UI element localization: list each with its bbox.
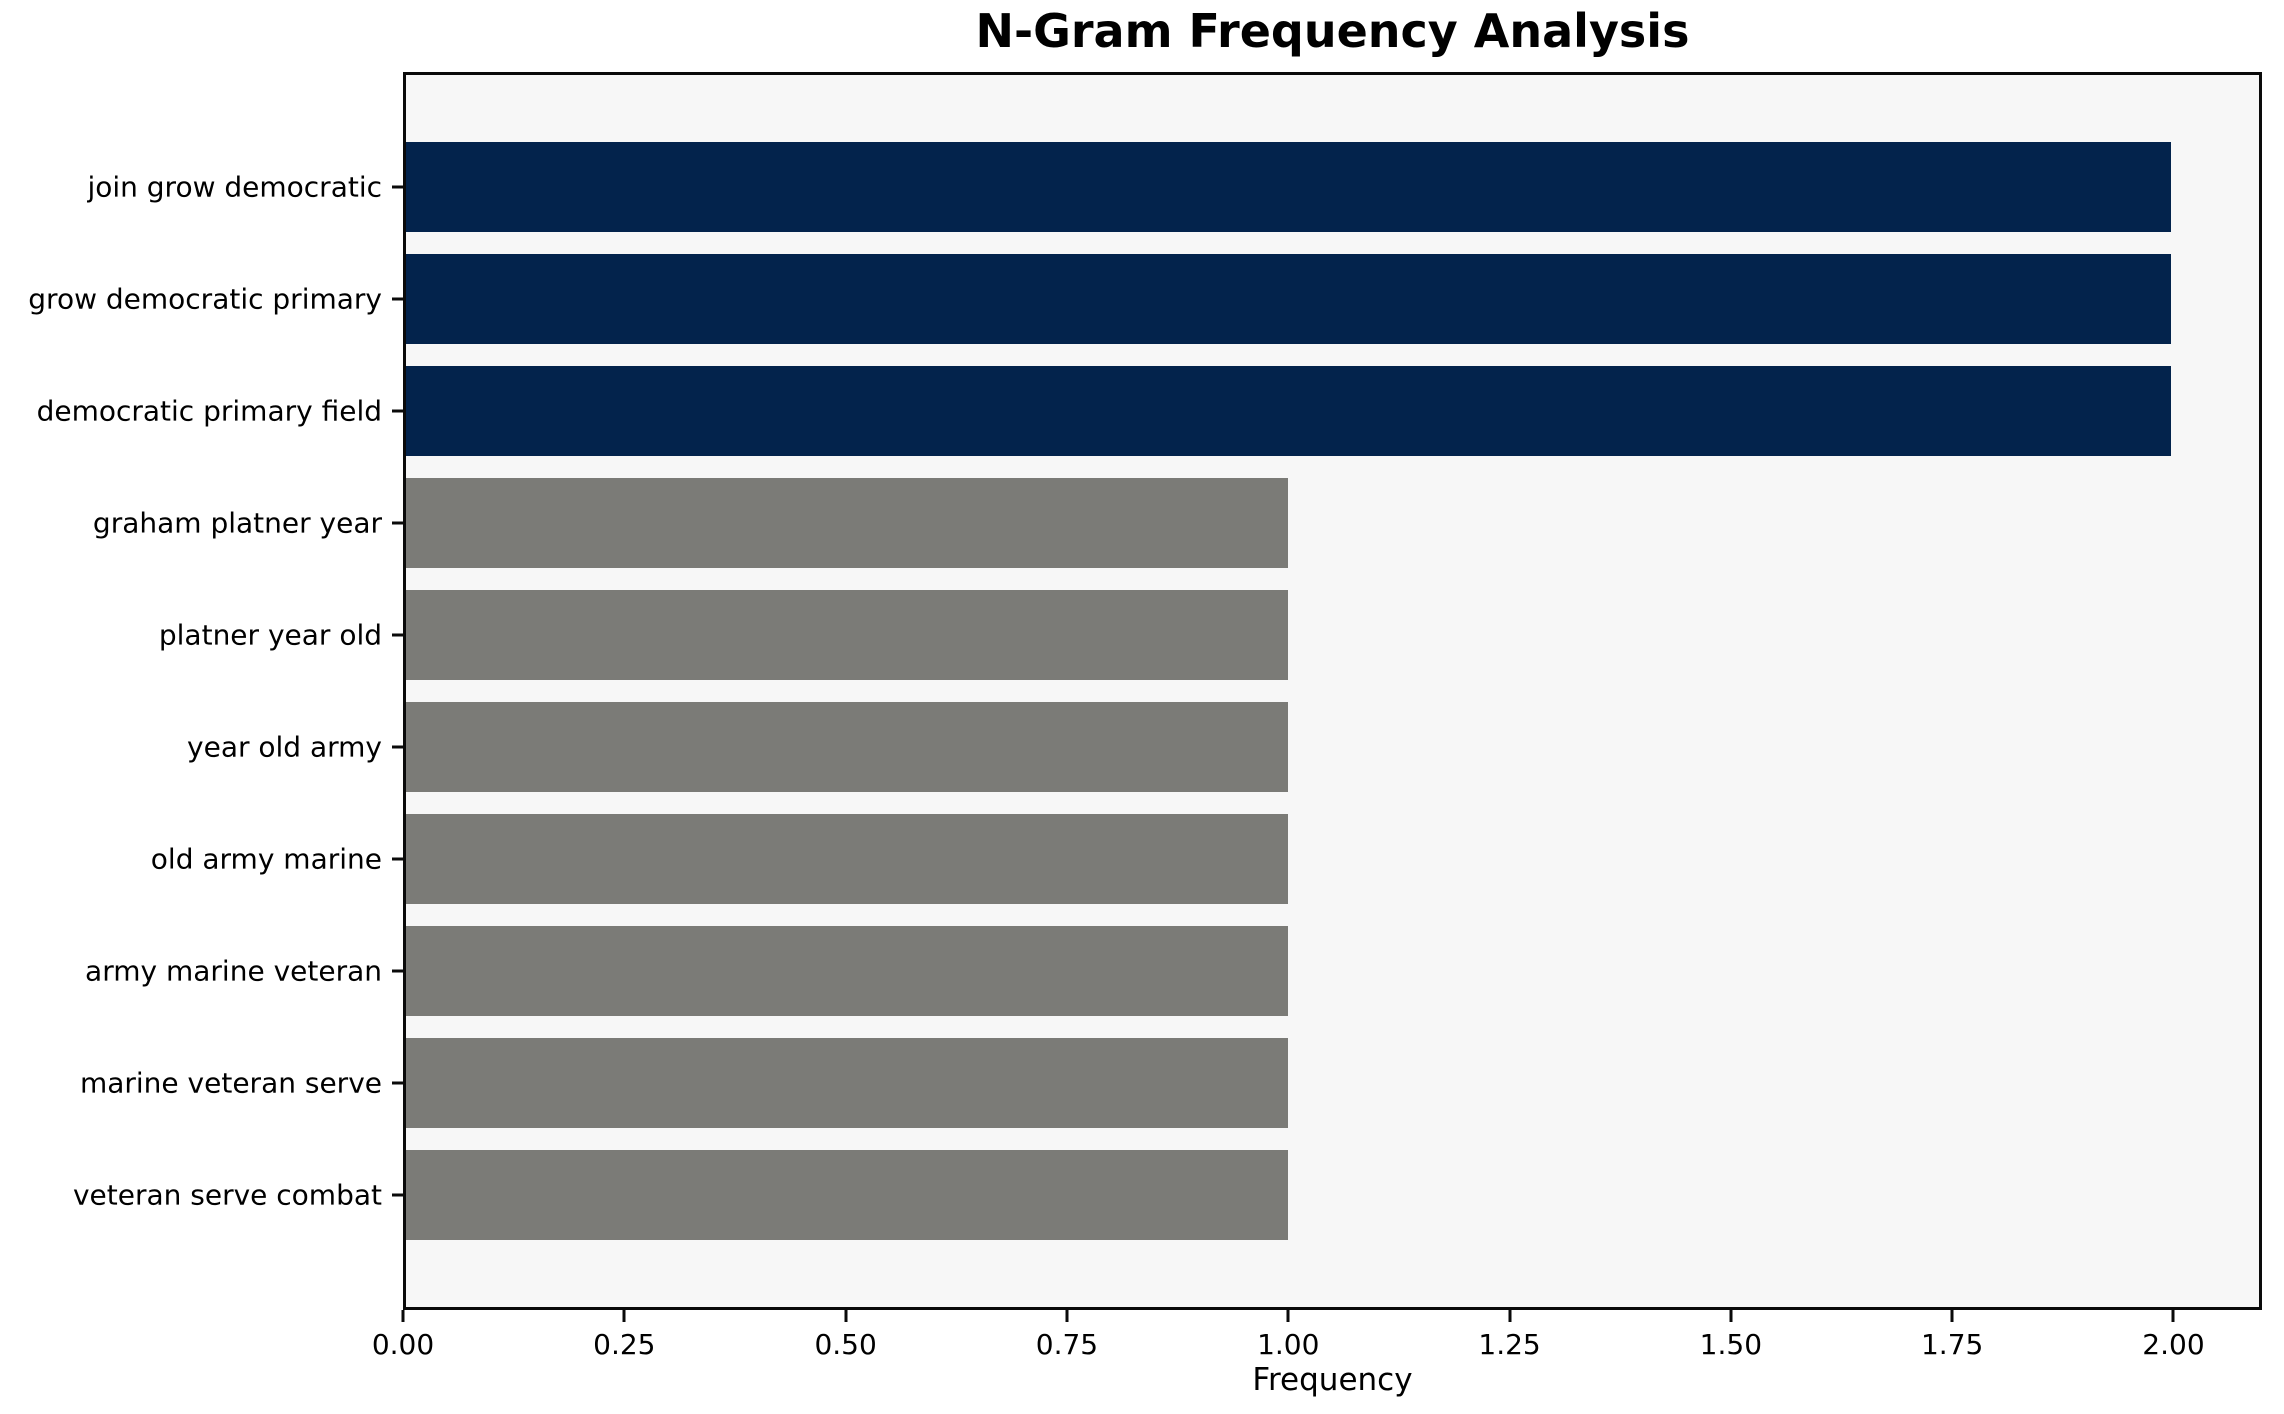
x-tick-label: 1.25 bbox=[1478, 1328, 1541, 1361]
bar bbox=[406, 1038, 1289, 1128]
y-tick-label: old army marine bbox=[150, 842, 382, 876]
y-tick-mark bbox=[392, 745, 403, 749]
bar bbox=[406, 590, 1289, 680]
x-tick-mark bbox=[1950, 1310, 1954, 1322]
y-tick-label: graham platner year bbox=[92, 506, 382, 540]
x-tick-label: 1.75 bbox=[1920, 1328, 1984, 1361]
x-tick-mark bbox=[622, 1310, 626, 1322]
x-tick-mark bbox=[1286, 1310, 1290, 1322]
bar-row: democratic primary field bbox=[37, 355, 2259, 467]
x-tick-label: 2.00 bbox=[2142, 1328, 2205, 1361]
bar bbox=[406, 814, 1289, 904]
x-tick-mark bbox=[1065, 1310, 1069, 1322]
y-tick-mark bbox=[392, 1081, 403, 1085]
y-tick-mark bbox=[392, 297, 403, 301]
y-tick-label: veteran serve combat bbox=[72, 1178, 382, 1212]
x-tick-mark bbox=[1508, 1310, 1512, 1322]
y-tick-label: army marine veteran bbox=[85, 954, 382, 988]
x-tick-mark bbox=[2171, 1310, 2175, 1322]
x-tick-label: 1.50 bbox=[1699, 1328, 1763, 1361]
y-tick-label: democratic primary field bbox=[36, 394, 382, 428]
bar bbox=[406, 1150, 1289, 1240]
x-tick-label: 0.00 bbox=[371, 1328, 435, 1361]
bar-row: army marine veteran bbox=[85, 915, 2259, 1027]
bar-row: old army marine bbox=[151, 803, 2259, 915]
y-tick-mark bbox=[392, 857, 403, 861]
y-tick-label: platner year old bbox=[158, 618, 382, 652]
x-tick-mark bbox=[401, 1310, 405, 1322]
y-tick-label: year old army bbox=[187, 730, 382, 764]
bars-container: join grow democratic grow democratic prim… bbox=[28, 75, 2259, 1307]
x-tick-label: 0.50 bbox=[814, 1328, 877, 1361]
bar bbox=[406, 702, 1289, 792]
bar-row: year old army bbox=[187, 691, 2259, 803]
bar bbox=[406, 926, 1289, 1016]
y-tick-label: grow democratic primary bbox=[28, 282, 382, 316]
x-tick-mark bbox=[844, 1310, 848, 1322]
bar bbox=[406, 142, 2171, 232]
x-tick-mark bbox=[1729, 1310, 1733, 1322]
bar-row: join grow democratic bbox=[87, 131, 2259, 243]
bar-row: marine veteran serve bbox=[80, 1027, 2259, 1139]
y-tick-mark bbox=[392, 185, 403, 189]
y-tick-label: marine veteran serve bbox=[79, 1066, 382, 1100]
y-tick-mark bbox=[392, 521, 403, 525]
bar-row: graham platner year bbox=[93, 467, 2259, 579]
x-axis-label: Frequency bbox=[1252, 1362, 1413, 1398]
bar bbox=[406, 478, 1289, 568]
x-tick-label: 0.25 bbox=[593, 1328, 656, 1361]
chart-title: N-Gram Frequency Analysis bbox=[975, 4, 1690, 58]
y-tick-mark bbox=[392, 633, 403, 637]
bar bbox=[406, 254, 2171, 344]
bar-row: veteran serve combat bbox=[73, 1139, 2259, 1251]
x-tick-label: 1.00 bbox=[1257, 1328, 1320, 1361]
y-tick-mark bbox=[392, 1193, 403, 1197]
bar bbox=[406, 366, 2171, 456]
y-tick-label: join grow democratic bbox=[87, 170, 382, 204]
bar-row: grow democratic primary bbox=[28, 243, 2259, 355]
y-tick-mark bbox=[392, 409, 403, 413]
y-tick-mark bbox=[392, 969, 403, 973]
bar-row: platner year old bbox=[159, 579, 2259, 691]
plot-area: join grow democratic grow democratic prim… bbox=[28, 72, 2262, 1310]
x-tick-label: 0.75 bbox=[1035, 1328, 1099, 1361]
